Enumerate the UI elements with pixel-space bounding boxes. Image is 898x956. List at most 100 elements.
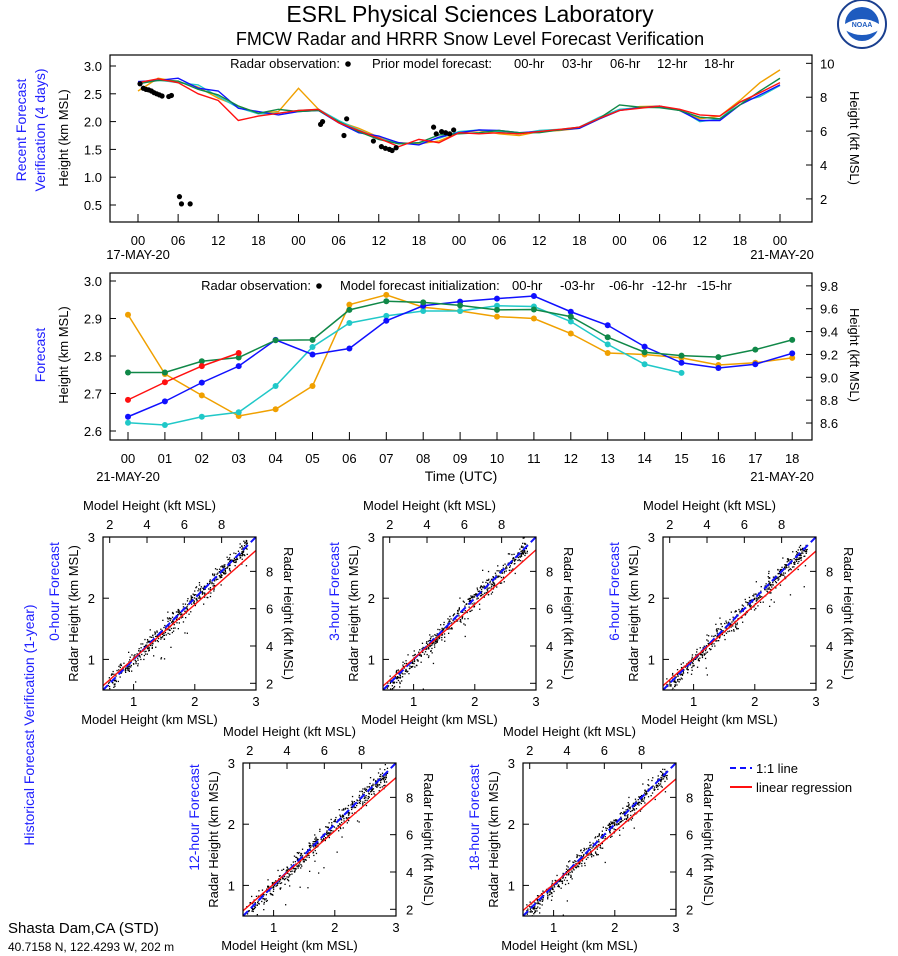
scatter-point — [623, 812, 625, 814]
x-tick-label: 00 — [121, 451, 135, 466]
scatter-point — [190, 599, 192, 601]
scatter-point — [490, 587, 492, 589]
scatter-point — [664, 780, 666, 783]
scatter-point — [417, 659, 419, 661]
x-tick-label: 3 — [252, 694, 259, 709]
scatter-point — [609, 830, 611, 832]
scatter-point — [744, 614, 746, 616]
scatter-point — [348, 816, 350, 819]
scatter-point — [312, 841, 314, 843]
scatter-point — [788, 568, 790, 571]
scatter-point — [518, 556, 520, 559]
scatter-point — [333, 826, 335, 828]
series-point-m06-hr — [789, 350, 796, 357]
scatter-point — [114, 679, 117, 682]
scatter-point — [269, 890, 271, 892]
scatter-point — [395, 672, 397, 674]
scatter-point — [680, 673, 683, 675]
scatter-point — [798, 560, 800, 563]
scatter-point — [148, 650, 150, 652]
x-tick-label: 02 — [195, 451, 209, 466]
scatter-point — [513, 553, 515, 555]
scatter-point — [373, 778, 375, 780]
scatter-point — [508, 569, 510, 571]
scatter-point — [216, 573, 218, 575]
scatter-point — [803, 550, 805, 552]
scatter-point — [243, 545, 246, 547]
scatter-point — [790, 569, 792, 571]
scatter-point — [148, 640, 150, 643]
scatter-point — [736, 623, 738, 626]
scatter-point — [537, 895, 539, 897]
x-top-tick-label: 4 — [423, 517, 430, 532]
scatter-point — [549, 890, 552, 892]
scatter-point — [402, 664, 404, 666]
scatter-point — [435, 634, 437, 637]
scatter-point — [686, 668, 689, 671]
y-right-axis-label: Radar Height (kft MSL) — [421, 773, 436, 906]
scatter-point — [699, 647, 701, 649]
scatter-point — [137, 657, 139, 659]
panel-title: 0-hour Forecast — [46, 542, 62, 641]
scatter-point — [539, 907, 541, 909]
scatter-point — [483, 585, 485, 587]
scatter-point — [165, 634, 167, 636]
scatter-point — [385, 777, 387, 779]
scatter-point — [416, 659, 418, 661]
panel-title: 3-hour Forecast — [326, 542, 342, 641]
scatter-point — [679, 679, 681, 681]
scatter-point — [617, 823, 619, 825]
series-point-00-hr — [272, 406, 279, 413]
scatter-point — [376, 784, 378, 786]
scatter-point — [724, 627, 726, 629]
x-axis-label: Model Height (km MSL) — [81, 712, 218, 727]
y-right-tick-label: 9.0 — [820, 370, 838, 385]
scatter-point — [348, 811, 350, 813]
scatter-point — [562, 873, 564, 875]
scatter-point — [263, 898, 266, 900]
scatter-point — [198, 588, 200, 590]
scatter-point — [383, 776, 385, 778]
scatter-point — [669, 681, 671, 683]
scatter-point — [325, 826, 327, 828]
scatter-point — [391, 685, 393, 687]
scatter-point — [573, 869, 575, 871]
scatter-point — [161, 633, 164, 636]
scatter-point — [613, 822, 615, 824]
y-tick-label: 3.0 — [84, 274, 102, 289]
page-subtitle: FMCW Radar and HRRR Snow Level Forecast … — [236, 29, 704, 49]
scatter-point — [429, 639, 432, 641]
scatter-point — [581, 860, 584, 862]
y-right-tick-label: 4 — [820, 158, 827, 173]
scatter-point — [215, 579, 217, 581]
scatter-point — [562, 914, 564, 916]
scatter-point — [670, 684, 672, 686]
scatter-point — [198, 582, 201, 584]
scatter-point — [536, 910, 538, 912]
scatter-point — [775, 587, 777, 589]
scatter-point — [170, 618, 172, 620]
scatter-point — [470, 595, 472, 597]
scatter-point — [149, 644, 152, 647]
scatter-point — [804, 535, 805, 536]
scatter-point — [647, 796, 650, 798]
scatter-point — [736, 627, 738, 629]
scatter-point — [526, 552, 528, 554]
scatter-point — [652, 777, 654, 779]
y-right-tick-label: 8 — [546, 564, 553, 579]
scatter-point — [725, 620, 727, 622]
scatter-point — [234, 561, 236, 563]
scatter-point — [154, 632, 157, 634]
scatter-point — [112, 673, 114, 675]
scatter-point — [731, 621, 733, 623]
scatter-point — [120, 664, 122, 667]
scatter-point — [169, 633, 171, 635]
x-tick-label: 06 — [492, 233, 506, 248]
series-point-00-hr — [567, 330, 574, 337]
scatter-point — [316, 838, 319, 841]
scatter-point — [353, 801, 355, 803]
scatter-point — [750, 599, 752, 601]
scatter-point — [664, 768, 666, 771]
legend-series-m06-hr: -06-hr — [609, 278, 644, 293]
